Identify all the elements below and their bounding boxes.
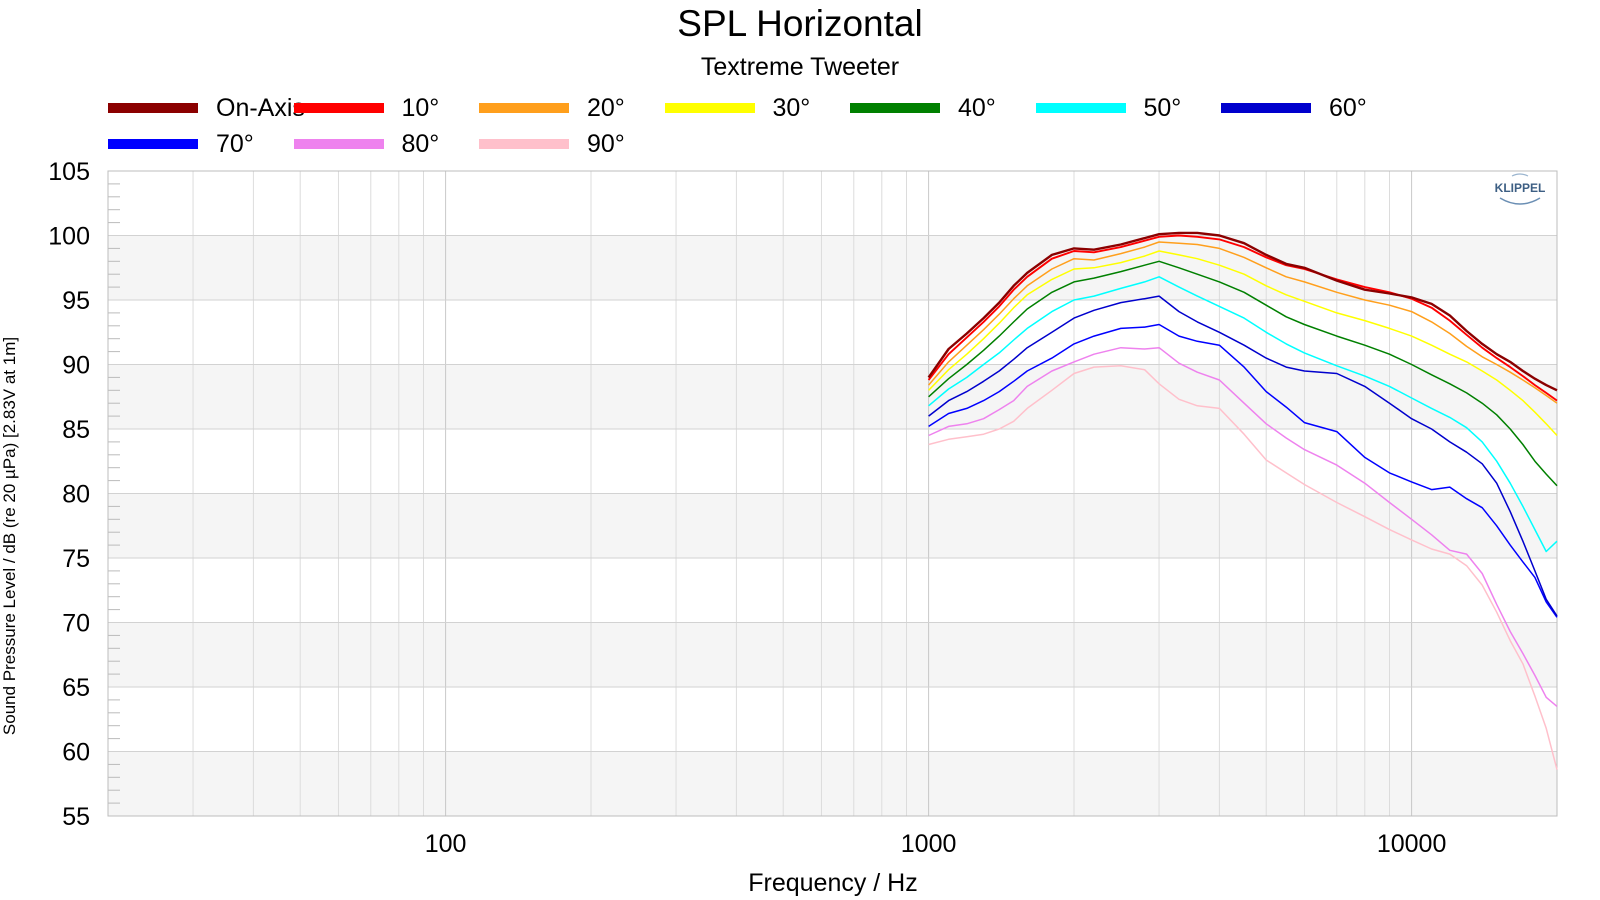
legend-swatch	[1221, 103, 1311, 113]
legend-swatch	[108, 139, 198, 149]
legend-label: 90°	[587, 130, 625, 158]
legend-label: 70°	[216, 130, 254, 158]
grid-band	[108, 235, 1557, 300]
series-line-30-deg	[928, 250, 1558, 437]
x-axis-label: Frequency / Hz	[748, 869, 918, 897]
x-tick-label: 100	[425, 830, 467, 858]
chart-legend: On-Axis 10° 20° 30° 40° 50° 60° 70° 80° 90°	[108, 92, 1508, 158]
chart-subtitle: Textreme Tweeter	[700, 53, 900, 81]
legend-label: 40°	[958, 94, 996, 122]
legend-swatch	[664, 103, 755, 113]
legend-label: 50°	[1143, 94, 1182, 122]
series-line-50-deg	[928, 276, 1558, 553]
legend-label: On-Axis	[216, 94, 305, 122]
y-tick-label: 90	[62, 352, 90, 380]
legend-swatch	[1035, 103, 1126, 113]
legend-label: 10°	[401, 94, 440, 122]
klippel-logo-arc	[1499, 197, 1541, 205]
plot-frame	[107, 170, 1558, 817]
grid-band	[108, 493, 1557, 558]
klippel-logo: KLIPPEL	[1495, 181, 1546, 195]
klippel-logo-arc-top	[1511, 173, 1529, 177]
y-tick-label: 55	[62, 803, 90, 831]
y-tick-label: 60	[62, 739, 90, 767]
y-tick-label: 75	[62, 545, 90, 573]
legend-swatch	[479, 139, 569, 149]
series-line-10-deg	[927, 234, 1558, 402]
legend-swatch	[850, 103, 940, 113]
chart-title: SPL Horizontal	[677, 3, 923, 44]
legend-label: 80°	[401, 130, 440, 158]
y-tick-label: 100	[48, 223, 90, 251]
legend-swatch	[479, 103, 569, 113]
legend-label: 60°	[1329, 94, 1367, 122]
y-tick-label: 85	[62, 416, 90, 444]
grid-band	[108, 364, 1557, 429]
x-tick-label: 1000	[901, 830, 957, 858]
legend-label: 20°	[587, 94, 625, 122]
legend-swatch	[293, 103, 384, 113]
y-tick-label: 80	[62, 481, 90, 509]
series-line-20-deg	[928, 241, 1558, 404]
series-line-on-axis	[927, 231, 1558, 392]
x-tick-label: 10000	[1377, 830, 1447, 858]
series-line-70-deg	[928, 323, 1558, 618]
y-axis-label: Sound Pressure Level / dB (re 20 µPa) [2…	[0, 336, 19, 736]
legend-label: 30°	[772, 94, 811, 122]
legend-swatch	[293, 139, 384, 149]
series-line-60-deg	[928, 295, 1558, 617]
y-tick-label: 65	[62, 674, 90, 702]
legend-swatch	[108, 103, 198, 113]
series-line-90-deg	[928, 365, 1558, 770]
series-line-40-deg	[928, 260, 1558, 487]
y-tick-label: 70	[62, 610, 90, 638]
grid-band	[108, 622, 1557, 687]
grid-band	[108, 751, 1557, 816]
y-tick-label: 105	[48, 158, 90, 186]
series-line-80-deg	[928, 346, 1558, 707]
y-tick-label: 95	[62, 287, 90, 315]
